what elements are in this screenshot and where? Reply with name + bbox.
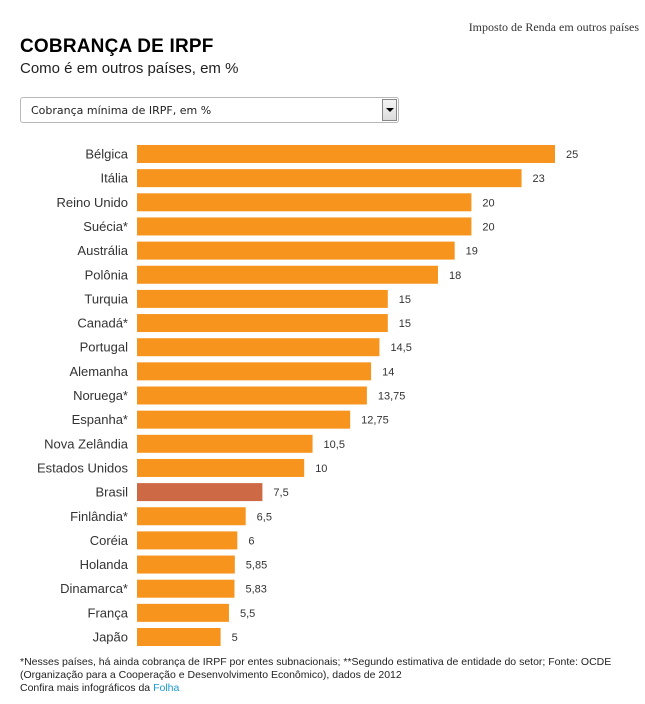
- top-label: Imposto de Renda em outros países: [468, 20, 639, 34]
- value-label: 20: [482, 221, 494, 233]
- category-label: Japão: [93, 630, 128, 645]
- value-label: 15: [399, 318, 411, 330]
- chart-title: COBRANÇA DE IRPF: [20, 36, 214, 57]
- category-label: Turquia: [84, 291, 128, 306]
- value-label: 6: [248, 535, 254, 547]
- bar-10: [137, 386, 367, 405]
- folha-link[interactable]: Folha: [153, 682, 180, 694]
- value-label: 7,5: [273, 487, 288, 499]
- value-label: 15: [399, 294, 411, 306]
- category-label: Reino Unido: [56, 195, 128, 210]
- bar-11: [137, 410, 351, 429]
- category-label: Coréia: [90, 533, 129, 548]
- category-label: Holanda: [80, 557, 129, 572]
- more-infographics: Confira mais infográficos da Folha: [20, 682, 179, 694]
- value-label: 14: [382, 366, 394, 378]
- value-label: 23: [533, 173, 545, 185]
- dropdown-button[interactable]: [382, 99, 397, 121]
- category-label: França: [88, 605, 129, 620]
- value-label: 20: [482, 197, 494, 209]
- value-label: 14,5: [390, 342, 411, 354]
- chevron-down-icon: [386, 108, 394, 112]
- category-label: Noruega*: [73, 388, 128, 403]
- category-label: Alemanha: [69, 364, 128, 379]
- bar-7: [137, 314, 388, 333]
- bar-12: [137, 434, 313, 453]
- chart-subtitle: Como é em outros países, em %: [20, 60, 239, 77]
- value-label: 5,85: [246, 560, 267, 572]
- value-label: 13,75: [378, 391, 406, 403]
- category-label: Finlândia*: [70, 509, 128, 524]
- value-label: 5: [232, 632, 238, 644]
- value-label: 25: [566, 149, 578, 161]
- category-label: Nova Zelândia: [44, 436, 129, 451]
- bar-5: [137, 265, 438, 284]
- category-label: Estados Unidos: [37, 460, 129, 475]
- category-label: Suécia*: [83, 219, 128, 234]
- bar-16: [137, 531, 238, 550]
- value-label: 5,83: [245, 584, 266, 596]
- bar-6: [137, 289, 388, 308]
- category-label: Polônia: [85, 267, 129, 282]
- bar-19: [137, 603, 229, 622]
- value-label: 10,5: [324, 439, 345, 451]
- value-label: 5,5: [240, 608, 255, 620]
- bar-9: [137, 362, 372, 381]
- category-label: Austrália: [77, 243, 128, 258]
- bar-3: [137, 217, 472, 236]
- category-label: Brasil: [95, 485, 128, 500]
- value-label: 6,5: [257, 511, 272, 523]
- bar-20: [137, 628, 221, 646]
- footnote: *Nesses países, há ainda cobrança de IRP…: [20, 656, 612, 681]
- bar-8: [137, 338, 380, 357]
- bar-17: [137, 555, 235, 574]
- category-label: Bélgica: [85, 147, 128, 162]
- category-label: Canadá*: [77, 316, 128, 331]
- category-label: Espanha*: [72, 412, 128, 427]
- bar-13: [137, 458, 305, 477]
- metric-select-value: Cobrança mínima de IRPF, em %: [31, 104, 212, 117]
- bar-2: [137, 193, 472, 212]
- category-label: Dinamarca*: [60, 581, 128, 596]
- metric-select[interactable]: Cobrança mínima de IRPF, em %: [20, 97, 399, 123]
- category-label: Itália: [101, 171, 129, 186]
- bar-18: [137, 579, 235, 598]
- value-label: 10: [315, 463, 327, 475]
- bar-1: [137, 169, 522, 188]
- category-label: Portugal: [80, 340, 129, 355]
- value-label: 19: [466, 246, 478, 258]
- bar-4: [137, 241, 455, 260]
- more-prefix: Confira mais infográficos da: [20, 682, 154, 694]
- bar-14: [137, 483, 263, 502]
- bar-15: [137, 507, 246, 526]
- value-label: 12,75: [361, 415, 389, 427]
- value-label: 18: [449, 270, 461, 282]
- bar-0: [137, 145, 555, 163]
